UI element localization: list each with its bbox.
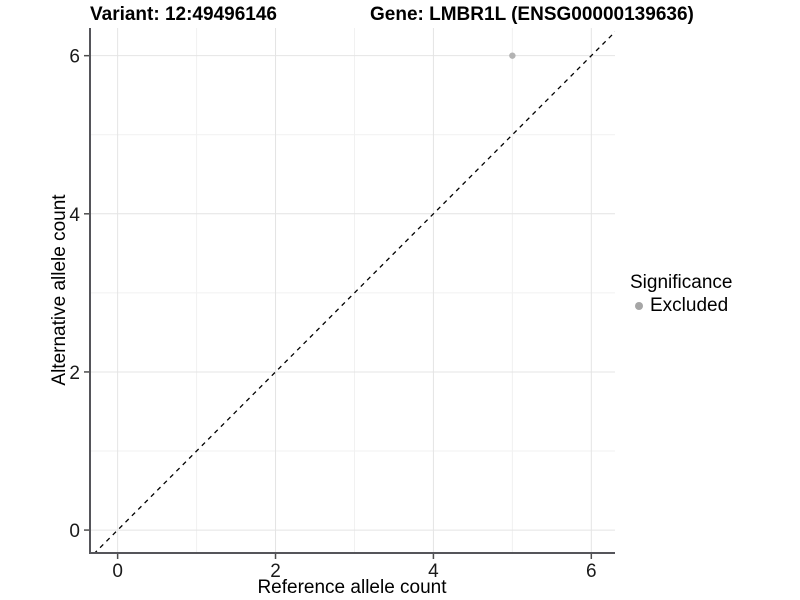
legend-item-label: Excluded	[650, 295, 729, 316]
gene-title: Gene: LMBR1L (ENSG00000139636)	[370, 4, 694, 25]
y-tick-label: 2	[69, 363, 80, 384]
x-tick-label: 0	[112, 561, 123, 582]
y-tick-label: 0	[69, 521, 80, 542]
legend-item-excluded: Excluded	[630, 294, 732, 317]
x-tick-label: 4	[428, 561, 439, 582]
legend: Significance Excluded	[630, 271, 732, 317]
legend-title: Significance	[630, 272, 733, 293]
y-tick-label: 6	[69, 47, 80, 68]
excluded-point-icon	[635, 301, 643, 310]
x-axis-title: Reference allele count	[257, 577, 447, 598]
identity-dashed-line	[93, 31, 615, 553]
data-point	[509, 52, 516, 59]
y-axis-title: Alternative allele count	[49, 194, 70, 386]
y-tick-label: 4	[69, 205, 80, 226]
variant-title: Variant: 12:49496146	[90, 4, 277, 25]
x-tick-label: 6	[586, 561, 597, 582]
x-tick-label: 2	[270, 561, 281, 582]
